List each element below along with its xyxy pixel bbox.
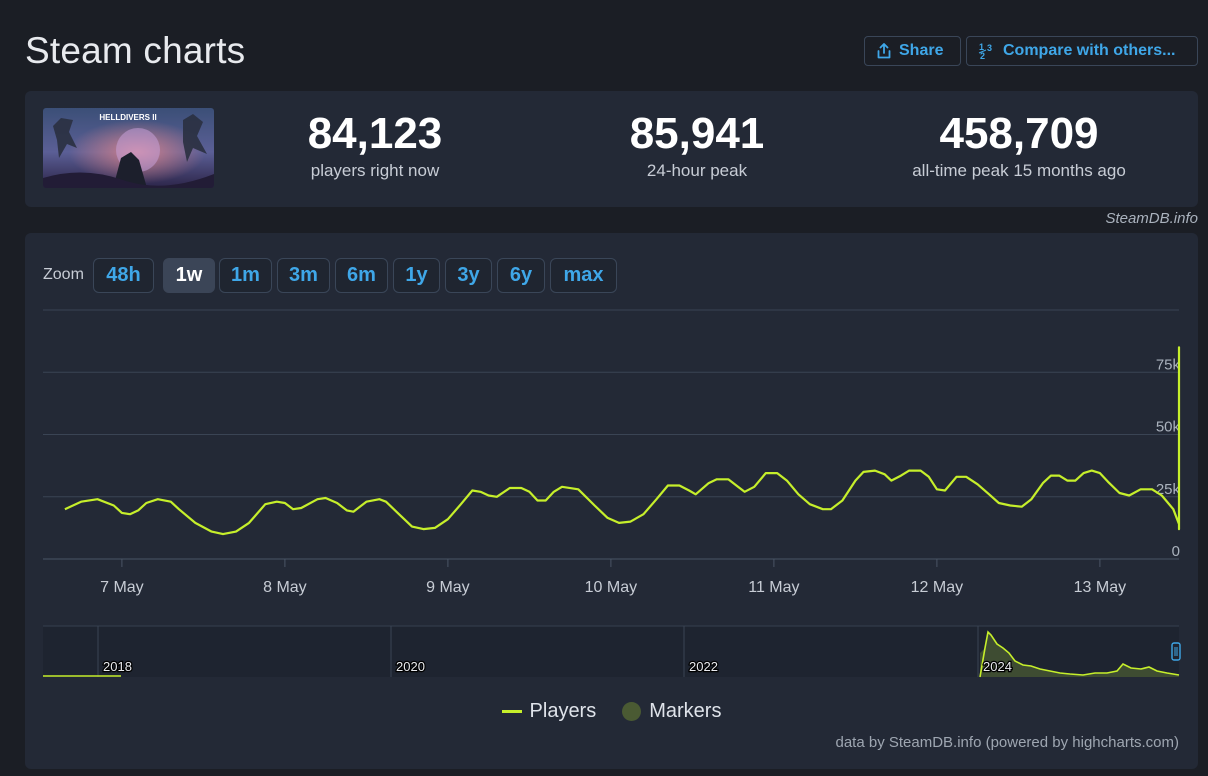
game-logo-text: HELLDIVERS II — [99, 113, 156, 122]
navigator: 2018 2020 2022 2024 — [43, 625, 1181, 678]
stat-current-players: 84,123 players right now — [285, 109, 465, 181]
zoom-6y-button[interactable]: 6y — [497, 258, 545, 293]
legend-players[interactable]: Players — [501, 700, 597, 723]
current-players-label: players right now — [310, 161, 440, 180]
legend-markers-label: Markers — [649, 700, 722, 722]
stat-all-time-peak: 458,709 all-time peak 15 months ago — [889, 109, 1149, 181]
player-count-chart[interactable]: 7 May 8 May 9 May 10 May 11 May 12 May 13 May … — [25, 233, 1198, 769]
nav-year-label: 2022 — [689, 659, 718, 674]
svg-text:3: 3 — [987, 43, 992, 53]
x-axis: 7 May 8 May 9 May 10 May 11 May 12 May 13 May — [100, 559, 1126, 596]
zoom-1m-button[interactable]: 1m — [219, 258, 272, 293]
x-tick-label: 7 May — [100, 579, 144, 596]
x-tick-label: 13 May — [1074, 579, 1126, 596]
nav-year-label: 2018 — [103, 659, 132, 674]
stats-panel: HELLDIVERS II 84,123 players right now 8… — [25, 91, 1198, 207]
chart-gridlines — [43, 309, 1179, 560]
zoom-6m-button[interactable]: 6m — [335, 258, 388, 293]
24h-peak-label: 24-hour peak — [646, 161, 748, 180]
legend-players-label: Players — [529, 700, 597, 722]
share-icon — [876, 43, 892, 59]
navigator-handle[interactable] — [1171, 642, 1181, 661]
stat-24h-peak: 85,941 24-hour peak — [607, 109, 787, 181]
legend-markers[interactable]: Markers — [622, 700, 721, 723]
y-axis: 0 25k 50k 75k — [1156, 356, 1181, 560]
chart-credit[interactable]: data by SteamDB.info (powered by highcha… — [835, 734, 1180, 751]
24h-peak-value: 85,941 — [629, 109, 765, 158]
navigator-area — [980, 632, 1179, 677]
chart-panel: Zoom 48h 1w 1m 3m 6m 1y 3y 6y max 7 May 8… — [25, 233, 1198, 769]
zoom-3m-button[interactable]: 3m — [277, 258, 330, 293]
zoom-max-button[interactable]: max — [550, 258, 617, 293]
share-label: Share — [899, 42, 944, 59]
y-tick-label: 25k — [1156, 481, 1181, 498]
y-tick-label: 50k — [1156, 419, 1181, 436]
zoom-label: Zoom — [43, 266, 84, 283]
steamdb-credit[interactable]: SteamDB.info — [1105, 210, 1198, 227]
x-tick-label: 9 May — [426, 579, 470, 596]
zoom-1y-button[interactable]: 1y — [393, 258, 440, 293]
x-tick-label: 10 May — [585, 579, 637, 596]
chart-legend: Players Markers — [25, 700, 1198, 723]
zoom-3y-button[interactable]: 3y — [445, 258, 492, 293]
y-tick-label: 0 — [1172, 543, 1180, 560]
all-time-peak-value: 458,709 — [939, 109, 1099, 158]
share-button[interactable]: Share — [864, 36, 961, 66]
svg-text:1: 1 — [979, 42, 984, 52]
y-tick-label: 75k — [1156, 356, 1181, 373]
nav-year-label: 2024 — [983, 659, 1012, 674]
x-tick-label: 12 May — [911, 579, 963, 596]
players-series-line — [64, 346, 1181, 536]
zoom-48h-button[interactable]: 48h — [93, 258, 154, 293]
compare-label: Compare with others... — [1003, 42, 1176, 59]
players-legend-line-icon — [501, 710, 522, 713]
all-time-peak-label: all-time peak 15 months ago — [912, 161, 1126, 180]
page-title: Steam charts — [25, 30, 246, 71]
x-tick-label: 11 May — [748, 579, 799, 596]
navigator-line — [979, 630, 1180, 678]
navigator-year-gridlines — [97, 626, 979, 677]
current-players-value: 84,123 — [307, 109, 443, 158]
x-tick-label: 8 May — [263, 579, 307, 596]
nav-year-label: 2020 — [396, 659, 425, 674]
game-header-image[interactable]: HELLDIVERS II — [43, 108, 214, 188]
markers-legend-dot-icon — [622, 702, 642, 721]
zoom-1w-button[interactable]: 1w — [163, 258, 215, 293]
svg-text:2: 2 — [980, 51, 985, 60]
